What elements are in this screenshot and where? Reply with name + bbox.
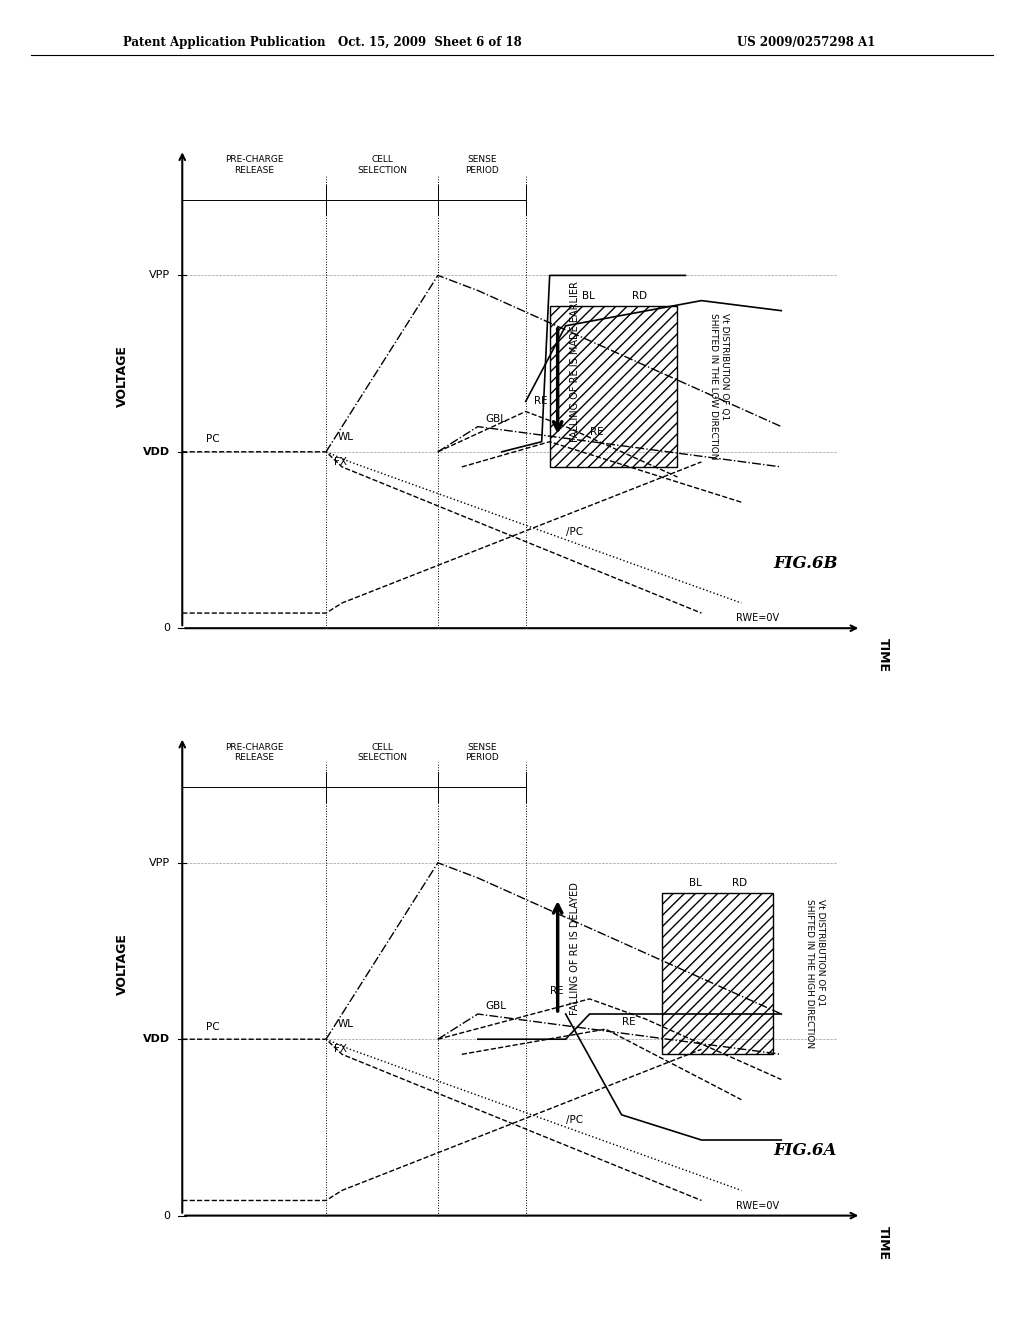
Text: WL: WL (338, 432, 354, 442)
Text: SENSE
PERIOD: SENSE PERIOD (465, 743, 499, 762)
Text: FIG.6B: FIG.6B (773, 554, 838, 572)
Text: VPP: VPP (150, 858, 170, 867)
Text: VPP: VPP (150, 271, 170, 280)
Text: GBL: GBL (485, 1002, 507, 1011)
Text: US 2009/0257298 A1: US 2009/0257298 A1 (737, 36, 876, 49)
Text: RD: RD (632, 290, 647, 301)
Text: Vt DISTRIBUTION OF Q1
SHIFTED IN THE LOW DIRECTION: Vt DISTRIBUTION OF Q1 SHIFTED IN THE LOW… (710, 313, 729, 459)
Text: /PC: /PC (565, 528, 583, 537)
Text: FALLING OF RE IS MADE EARLIER: FALLING OF RE IS MADE EARLIER (569, 281, 580, 441)
Text: FX: FX (334, 457, 347, 467)
Text: CELL
SELECTION: CELL SELECTION (357, 156, 407, 174)
Text: 0: 0 (163, 623, 170, 634)
Text: RD: RD (732, 878, 748, 888)
Text: BL: BL (582, 290, 595, 301)
Text: FIG.6A: FIG.6A (773, 1142, 837, 1159)
Text: RE: RE (622, 1016, 635, 1027)
Text: GBL: GBL (485, 414, 507, 424)
Text: PC: PC (206, 1022, 220, 1032)
Text: SENSE
PERIOD: SENSE PERIOD (465, 156, 499, 174)
Text: 0: 0 (163, 1210, 170, 1221)
Text: WL: WL (338, 1019, 354, 1030)
Text: RE: RE (534, 396, 548, 407)
Text: PRE-CHARGE
RELEASE: PRE-CHARGE RELEASE (225, 156, 284, 174)
Bar (662, 894, 773, 1055)
Text: VDD: VDD (143, 1034, 170, 1044)
Text: TIME: TIME (878, 639, 890, 672)
Text: RE: RE (590, 426, 603, 437)
Text: Patent Application Publication: Patent Application Publication (123, 36, 326, 49)
Text: /PC: /PC (565, 1115, 583, 1125)
Text: PRE-CHARGE
RELEASE: PRE-CHARGE RELEASE (225, 743, 284, 762)
Text: Oct. 15, 2009  Sheet 6 of 18: Oct. 15, 2009 Sheet 6 of 18 (338, 36, 522, 49)
Text: VDD: VDD (143, 446, 170, 457)
Bar (550, 306, 678, 467)
Text: Vt DISTRIBUTION OF Q1
SHIFTED IN THE HIGH DIRECTION: Vt DISTRIBUTION OF Q1 SHIFTED IN THE HIG… (805, 899, 824, 1048)
Text: CELL
SELECTION: CELL SELECTION (357, 743, 407, 762)
Text: FALLING OF RE IS DELAYED: FALLING OF RE IS DELAYED (569, 882, 580, 1015)
Text: VOLTAGE: VOLTAGE (116, 933, 129, 994)
Text: BL: BL (688, 878, 701, 888)
Text: PC: PC (206, 434, 220, 445)
Text: RE: RE (550, 986, 563, 997)
Text: RWE=0V: RWE=0V (736, 1201, 779, 1210)
Text: VOLTAGE: VOLTAGE (116, 346, 129, 407)
Text: TIME: TIME (878, 1226, 890, 1259)
Text: RWE=0V: RWE=0V (736, 614, 779, 623)
Text: FX: FX (334, 1044, 347, 1055)
